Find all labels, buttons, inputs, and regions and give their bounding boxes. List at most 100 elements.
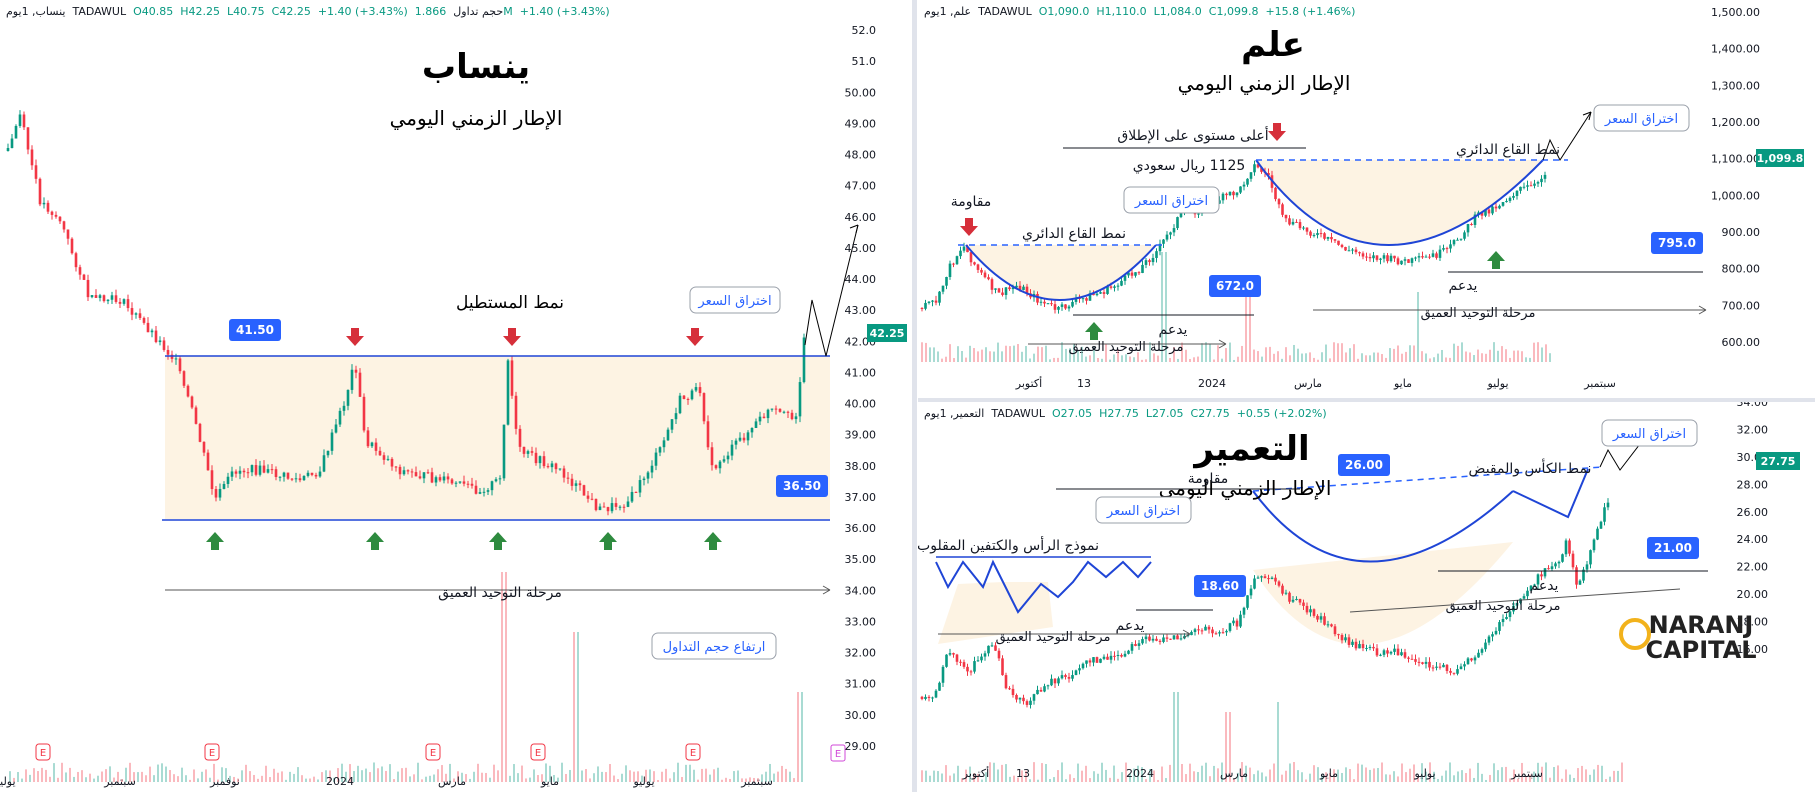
volume-bar [201, 771, 203, 782]
volume-bar [1121, 355, 1123, 362]
volume-bar [665, 768, 667, 782]
volume-bar [25, 769, 27, 782]
volume-bar [1053, 777, 1055, 782]
breakout-label: اختراق السعر [1134, 194, 1208, 209]
candle-body [178, 358, 182, 372]
volume-bar [1085, 765, 1087, 782]
candle-body [1582, 569, 1585, 581]
candle-body [394, 466, 398, 468]
volume-bar [981, 779, 983, 782]
volume-bar [1185, 774, 1187, 782]
volume-bar [1521, 351, 1523, 362]
candle-body [770, 408, 774, 410]
volume-bar [773, 773, 775, 782]
candle-body [1414, 257, 1417, 259]
candle-body [1512, 605, 1515, 612]
volume-bar [549, 765, 551, 782]
volume-bar [53, 763, 55, 782]
volume-bar [369, 772, 371, 782]
volume-bar [1401, 763, 1403, 782]
candle-body [1421, 256, 1424, 258]
candle-body [1354, 641, 1358, 649]
volume-bar [1261, 356, 1263, 362]
candle-body [1099, 658, 1102, 663]
volume-bar [1209, 343, 1211, 362]
volume-bar [513, 764, 515, 782]
chart-canvas[interactable]: 672.0 795.0 علم الإطار الزمني اليومي مقاومة ن… [918, 0, 1815, 398]
chart-panel-taameer[interactable]: التعمير, 1يوم TADAWUL O27.05 H27.75 L27.… [918, 402, 1815, 792]
candle-body [1134, 272, 1137, 276]
candle-body [1438, 666, 1442, 668]
candle-body [969, 671, 973, 673]
price-badge-value: 21.00 [1654, 541, 1692, 555]
candle-body [342, 405, 346, 411]
chart-canvas[interactable]: 18.60 26.00 21.00 التعمير الإطار الزمني اليو… [918, 402, 1815, 792]
candle-body [920, 308, 924, 309]
chart-panel-elm[interactable]: علم, 1يوم TADAWUL O1,090.0 H1,110.0 L1,0… [918, 0, 1815, 398]
volume-bar [501, 572, 503, 782]
volume-bar [1281, 358, 1283, 362]
candle-body [1085, 660, 1088, 664]
candle-body [924, 696, 927, 699]
chart-panel-yansab[interactable]: ينساب, 1يوم TADAWUL O40.85 H42.25 L40.75… [0, 0, 910, 792]
x-axis-tick: مارس [438, 775, 466, 788]
last-price-value: 1,099.8 [1757, 152, 1804, 165]
candle-body [638, 480, 642, 493]
candle-body [402, 470, 406, 475]
pane-divider[interactable] [912, 0, 917, 792]
candle-body [1120, 654, 1123, 657]
candle-body [1099, 292, 1102, 294]
volume-bar [305, 778, 307, 782]
volume-bar [1253, 349, 1255, 362]
volume-bar [505, 572, 507, 782]
volume-bar [1389, 774, 1391, 782]
volume-bar [421, 779, 423, 782]
candle-body [346, 389, 350, 406]
volume-bar [497, 770, 499, 782]
candle-body [1585, 564, 1589, 570]
candle-body [1081, 298, 1085, 300]
volume-bar [1493, 342, 1495, 362]
volume-bar [769, 763, 771, 782]
x-axis-tick: سبتمبر [1510, 767, 1543, 780]
candle-body [670, 419, 674, 430]
candle-body [1088, 660, 1092, 663]
pattern-label: نمط القاع الدائري [1456, 142, 1560, 158]
volume-bar [761, 774, 763, 782]
candle-body [1344, 637, 1347, 641]
candle-body [1267, 578, 1270, 580]
volume-bar [1481, 353, 1483, 362]
candle-body [130, 308, 134, 315]
chart-canvas[interactable]: 41.50 36.50 ينساب الإطار الزمني اليومي نمط ا… [0, 0, 910, 792]
candle-body [426, 472, 430, 474]
candle-body [1505, 200, 1508, 203]
volume-bar [509, 775, 511, 782]
candle-body [1134, 644, 1137, 646]
volume-bar [605, 772, 607, 782]
volume-bar [1333, 342, 1335, 362]
candle-body [1547, 568, 1550, 570]
pane-divider[interactable] [918, 398, 1815, 402]
candle-body [1004, 287, 1008, 295]
volume-bar [1081, 346, 1083, 362]
volume-bar [1441, 775, 1443, 782]
candle-body [642, 478, 646, 481]
volume-bar [133, 772, 135, 782]
volume-bar [165, 766, 167, 782]
volume-bar [1001, 764, 1003, 782]
volume-callout [651, 632, 777, 660]
candle-body [1116, 285, 1120, 287]
candle-body [218, 488, 222, 498]
volume-bar [1457, 771, 1459, 782]
candle-body [1417, 661, 1421, 663]
y-axis-tick: 29.00 [845, 740, 877, 753]
candle-body [118, 301, 122, 304]
volume-bar [117, 771, 119, 782]
volume-bar [801, 692, 803, 782]
candle-body [370, 442, 374, 447]
volume-bar [1417, 777, 1419, 782]
candle-body [274, 469, 278, 478]
last-price-tag [867, 324, 907, 342]
volume-bar [245, 764, 247, 782]
candle-body [414, 472, 418, 477]
